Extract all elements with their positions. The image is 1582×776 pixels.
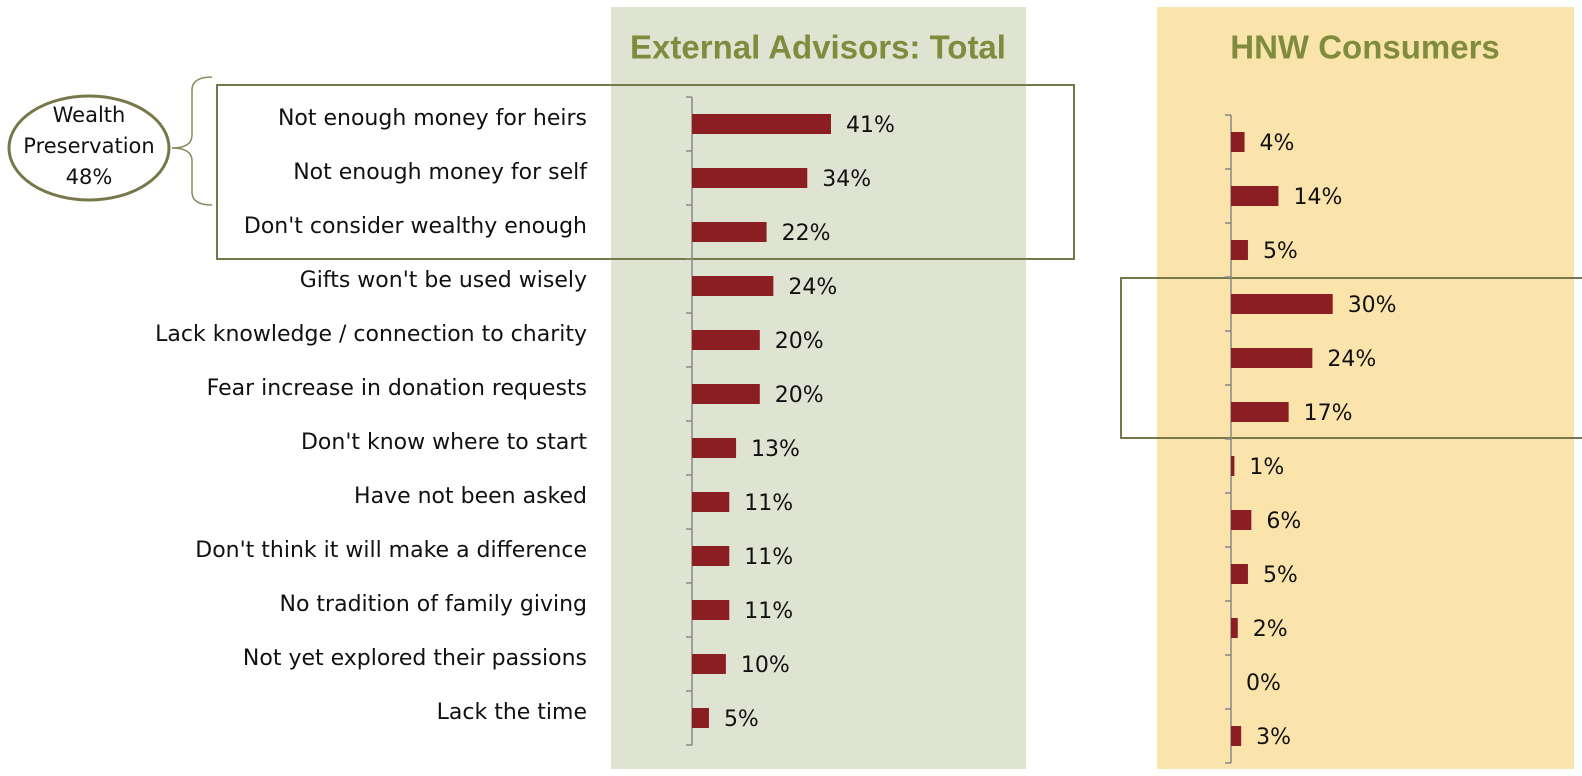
category-label: Not enough money for self bbox=[293, 160, 588, 185]
category-label: No tradition of family giving bbox=[280, 592, 587, 617]
bar bbox=[692, 330, 760, 350]
category-label: Fear increase in donation requests bbox=[207, 376, 587, 401]
bar bbox=[1231, 618, 1238, 638]
value-label: 1% bbox=[1249, 455, 1284, 480]
bar bbox=[692, 600, 730, 620]
value-label: 20% bbox=[775, 329, 824, 354]
category-label: Don't consider wealthy enough bbox=[244, 214, 587, 239]
value-label: 6% bbox=[1266, 509, 1301, 534]
bar bbox=[1231, 510, 1252, 530]
category-label: Lack the time bbox=[437, 700, 587, 725]
value-label: 2% bbox=[1253, 617, 1288, 642]
bar bbox=[1231, 132, 1245, 152]
category-label: Lack knowledge / connection to charity bbox=[155, 322, 587, 347]
value-label: 0% bbox=[1246, 671, 1281, 696]
bar bbox=[692, 708, 709, 728]
annotation-text: Wealth Preservation 48% bbox=[14, 100, 164, 193]
annotation-box: Wealth Preservation 48% bbox=[14, 100, 164, 193]
value-label: 5% bbox=[1263, 239, 1298, 264]
bar bbox=[692, 222, 767, 242]
bar bbox=[692, 114, 831, 134]
annotation-ellipse bbox=[7, 94, 171, 202]
bar bbox=[1231, 240, 1248, 260]
category-label: Not yet explored their passions bbox=[243, 646, 587, 671]
value-label: 22% bbox=[782, 221, 831, 246]
bar bbox=[1231, 186, 1279, 206]
value-label: 34% bbox=[822, 167, 871, 192]
category-label: Have not been asked bbox=[354, 484, 587, 509]
category-label: Gifts won't be used wisely bbox=[300, 268, 587, 293]
value-label: 24% bbox=[1327, 347, 1376, 372]
annotation-value: 48% bbox=[65, 165, 113, 189]
value-label: 11% bbox=[744, 491, 793, 516]
category-label: Don't know where to start bbox=[301, 430, 587, 455]
value-label: 11% bbox=[744, 545, 793, 570]
value-label: 4% bbox=[1260, 131, 1295, 156]
value-label: 3% bbox=[1256, 725, 1291, 750]
bar bbox=[692, 546, 730, 566]
bar bbox=[692, 276, 774, 296]
highlight-box bbox=[1120, 277, 1582, 439]
bar bbox=[692, 384, 760, 404]
highlight-box bbox=[216, 84, 1075, 260]
value-label: 5% bbox=[724, 707, 759, 732]
chart-title: HNW Consumers bbox=[1230, 29, 1500, 66]
bar bbox=[1231, 456, 1235, 476]
bar bbox=[1231, 348, 1313, 368]
bar bbox=[1231, 726, 1242, 746]
bar bbox=[1231, 564, 1248, 584]
panel-background bbox=[1157, 7, 1574, 769]
bar bbox=[1231, 402, 1289, 422]
bar bbox=[692, 492, 730, 512]
category-label: Don't think it will make a difference bbox=[195, 538, 587, 563]
value-label: 17% bbox=[1304, 401, 1353, 426]
value-label: 30% bbox=[1348, 293, 1397, 318]
value-label: 11% bbox=[744, 599, 793, 624]
value-label: 5% bbox=[1263, 563, 1298, 588]
bracket bbox=[171, 76, 213, 206]
chart-title: External Advisors: Total bbox=[630, 29, 1006, 66]
bar bbox=[1231, 294, 1333, 314]
bar bbox=[692, 168, 808, 188]
value-label: 13% bbox=[751, 437, 800, 462]
bar bbox=[692, 438, 737, 458]
value-label: 41% bbox=[846, 113, 895, 138]
bar bbox=[692, 654, 726, 674]
value-label: 14% bbox=[1293, 185, 1342, 210]
value-label: 20% bbox=[775, 383, 824, 408]
annotation-label: Wealth Preservation bbox=[23, 103, 155, 158]
value-label: 24% bbox=[788, 275, 837, 300]
value-label: 10% bbox=[741, 653, 790, 678]
category-label: Not enough money for heirs bbox=[278, 106, 587, 131]
